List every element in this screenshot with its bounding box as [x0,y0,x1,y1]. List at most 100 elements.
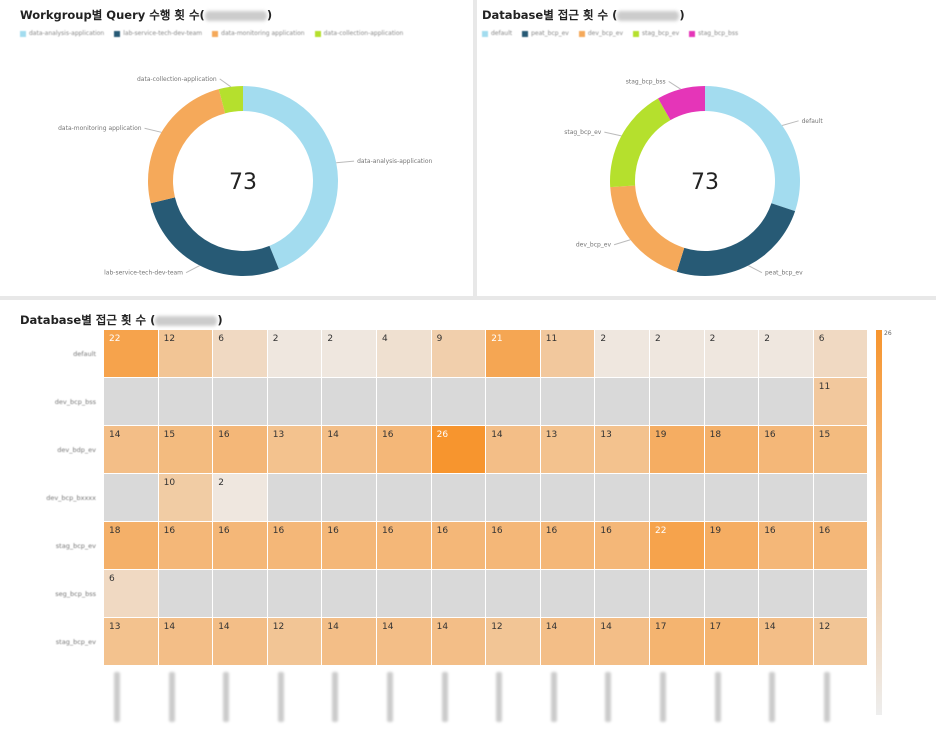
heatmap-cell[interactable]: 6 [813,330,869,378]
legend-item[interactable]: stag_bcp_bss [689,30,738,37]
heatmap-cell[interactable]: 11 [813,378,869,426]
heatmap-cell[interactable] [431,474,487,522]
heatmap-cell[interactable]: 4 [377,330,432,378]
heatmap-cell[interactable] [704,378,760,426]
heatmap-cell[interactable]: 16 [377,522,432,570]
legend-item[interactable]: data-monitoring application [212,30,305,37]
heatmap-cell[interactable] [267,474,323,522]
heatmap-cell[interactable]: 22 [650,522,705,570]
legend-item[interactable]: lab-service-tech-dev-team [114,30,202,37]
heatmap-cell[interactable]: 18 [104,522,159,570]
heatmap-cell[interactable] [813,570,869,618]
heatmap-cell[interactable]: 15 [813,426,869,474]
heatmap-cell[interactable]: 16 [158,522,214,570]
heatmap-cell[interactable]: 26 [431,426,487,474]
heatmap-cell[interactable]: 16 [759,426,814,474]
heatmap-cell[interactable] [704,474,760,522]
heatmap-cell[interactable] [704,570,760,618]
heatmap-cell[interactable]: 13 [595,426,650,474]
heatmap-cell[interactable]: 13 [104,618,159,666]
heatmap-cell[interactable] [486,474,541,522]
heatmap-cell[interactable]: 10 [158,474,214,522]
heatmap-cell[interactable]: 2 [595,330,650,378]
heatmap-cell[interactable]: 12 [158,330,214,378]
donut-slice[interactable] [243,86,339,269]
heatmap-cell[interactable]: 11 [540,330,596,378]
heatmap-cell[interactable] [486,570,541,618]
heatmap-cell[interactable]: 6 [104,570,159,618]
heatmap-cell[interactable]: 2 [704,330,760,378]
heatmap-cell[interactable]: 14 [213,618,268,666]
heatmap-cell[interactable]: 14 [377,618,432,666]
legend-item[interactable]: data-collection-application [314,30,403,37]
heatmap-cell[interactable]: 17 [704,618,760,666]
heatmap-cell[interactable]: 14 [104,426,159,474]
heatmap-cell[interactable]: 16 [813,522,869,570]
heatmap-cell[interactable] [759,378,814,426]
legend-item[interactable]: default [482,30,512,37]
heatmap-cell[interactable]: 14 [486,426,541,474]
heatmap-cell[interactable]: 6 [213,330,268,378]
heatmap-cell[interactable] [650,378,705,426]
donut-slice[interactable] [150,197,279,276]
heatmap-cell[interactable]: 16 [431,522,487,570]
heatmap-cell[interactable]: 12 [267,618,323,666]
heatmap-cell[interactable] [759,570,814,618]
heatmap-cell[interactable]: 15 [158,426,214,474]
heatmap-cell[interactable] [431,570,487,618]
heatmap-cell[interactable]: 14 [540,618,596,666]
heatmap-cell[interactable] [322,570,377,618]
heatmap-cell[interactable]: 19 [704,522,760,570]
legend-item[interactable]: dev_bcp_ev [578,30,623,37]
heatmap-cell[interactable] [650,570,705,618]
heatmap-cell[interactable]: 17 [650,618,705,666]
heatmap-cell[interactable] [759,474,814,522]
heatmap-cell[interactable]: 2 [759,330,814,378]
heatmap-cell[interactable] [431,378,487,426]
heatmap-cell[interactable] [540,570,596,618]
legend-item[interactable]: data-analysis-application [20,30,104,37]
heatmap-cell[interactable]: 16 [213,522,268,570]
heatmap-cell[interactable] [213,570,268,618]
heatmap-cell[interactable] [322,378,377,426]
heatmap-cell[interactable] [213,378,268,426]
heatmap-cell[interactable]: 2 [322,330,377,378]
heatmap-cell[interactable]: 14 [322,426,377,474]
heatmap-cell[interactable] [486,378,541,426]
heatmap-cell[interactable]: 14 [595,618,650,666]
heatmap-cell[interactable] [540,378,596,426]
heatmap-cell[interactable]: 14 [158,618,214,666]
heatmap-cell[interactable]: 16 [595,522,650,570]
heatmap-cell[interactable]: 18 [704,426,760,474]
heatmap-cell[interactable] [595,378,650,426]
heatmap-cell[interactable]: 2 [213,474,268,522]
heatmap-cell[interactable]: 16 [486,522,541,570]
donut-slice[interactable] [676,203,796,276]
heatmap-cell[interactable]: 14 [431,618,487,666]
heatmap-cell[interactable] [540,474,596,522]
heatmap-cell[interactable] [377,378,432,426]
heatmap-cell[interactable]: 13 [540,426,596,474]
heatmap-cell[interactable]: 16 [213,426,268,474]
heatmap-cell[interactable] [595,474,650,522]
heatmap-cell[interactable]: 14 [759,618,814,666]
heatmap-cell[interactable] [322,474,377,522]
heatmap-cell[interactable]: 2 [267,330,323,378]
heatmap-cell[interactable]: 2 [650,330,705,378]
donut-slice[interactable] [147,89,226,204]
heatmap-cell[interactable] [650,474,705,522]
heatmap-cell[interactable]: 16 [377,426,432,474]
heatmap-cell[interactable]: 14 [322,618,377,666]
heatmap-cell[interactable] [377,474,432,522]
heatmap-cell[interactable]: 22 [104,330,159,378]
heatmap-cell[interactable] [104,474,159,522]
heatmap-cell[interactable] [377,570,432,618]
heatmap-cell[interactable]: 9 [431,330,487,378]
donut-slice[interactable] [610,185,685,272]
legend-item[interactable]: peat_bcp_ev [522,30,569,37]
heatmap-cell[interactable]: 16 [540,522,596,570]
heatmap-cell[interactable]: 21 [486,330,541,378]
heatmap-cell[interactable] [595,570,650,618]
heatmap-cell[interactable] [104,378,159,426]
heatmap-cell[interactable]: 19 [650,426,705,474]
